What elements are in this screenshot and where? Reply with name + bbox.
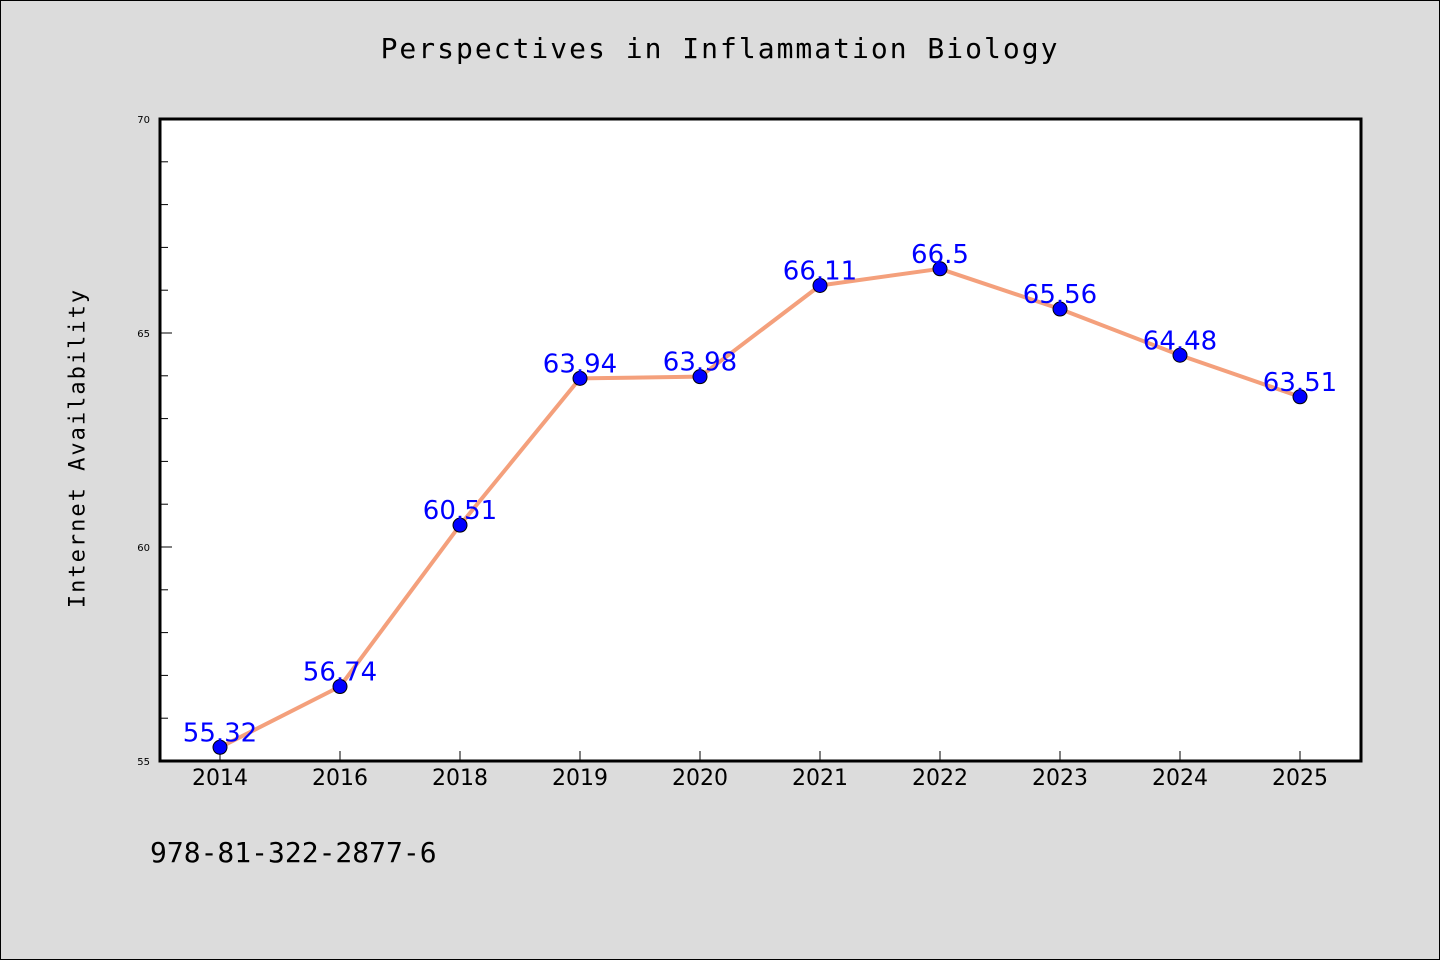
y-tick-label: 65 <box>137 329 150 340</box>
data-point <box>332 679 348 695</box>
x-tick-label: 2022 <box>912 766 968 791</box>
x-axis: 2014 2016 2018 2019 2020 2021 2022 2023 2024 2025 <box>192 751 1328 791</box>
data-point <box>572 370 588 386</box>
data-label: 66.5 <box>911 240 969 270</box>
data-point <box>1172 347 1188 363</box>
data-point <box>692 369 708 385</box>
chart-title: Perspectives in Inflammation Biology <box>380 32 1060 65</box>
data-label: 64.48 <box>1143 326 1217 356</box>
data-point <box>1292 389 1308 405</box>
data-label: 63.98 <box>663 348 737 378</box>
x-tick-label: 2014 <box>192 766 248 791</box>
data-labels: 55.32 56.74 60.51 63.94 63.98 66.11 66.5 65.56 6… <box>183 240 1337 749</box>
data-label: 56.74 <box>303 658 377 688</box>
x-tick-label: 2016 <box>312 766 368 791</box>
data-point <box>932 261 948 277</box>
x-tick-label: 2020 <box>672 766 728 791</box>
x-tick-label: 2018 <box>432 766 488 791</box>
data-label: 63.94 <box>543 349 617 379</box>
data-point <box>812 277 828 293</box>
y-tick-label: 70 <box>137 115 150 126</box>
data-point <box>1052 301 1068 317</box>
data-label: 63.51 <box>1263 368 1337 398</box>
data-markers <box>212 261 1308 755</box>
data-label: 60.51 <box>423 496 497 526</box>
data-label: 66.11 <box>783 256 857 286</box>
y-tick-label: 55 <box>137 757 150 768</box>
x-tick-label: 2019 <box>552 766 608 791</box>
data-label: 55.32 <box>183 718 257 748</box>
x-tick-label: 2023 <box>1032 766 1088 791</box>
data-label: 65.56 <box>1023 280 1097 310</box>
plot-area <box>158 117 1363 763</box>
series-line <box>219 266 1301 750</box>
y-axis: 55 60 65 70 <box>137 115 172 768</box>
x-tick-label: 2025 <box>1272 766 1328 791</box>
data-point <box>212 739 228 755</box>
y-tick-label: 60 <box>137 543 150 554</box>
data-point <box>452 517 468 533</box>
x-tick-label: 2021 <box>792 766 848 791</box>
isbn-text: 978-81-322-2877-6 <box>150 836 437 869</box>
x-tick-label: 2024 <box>1152 766 1208 791</box>
